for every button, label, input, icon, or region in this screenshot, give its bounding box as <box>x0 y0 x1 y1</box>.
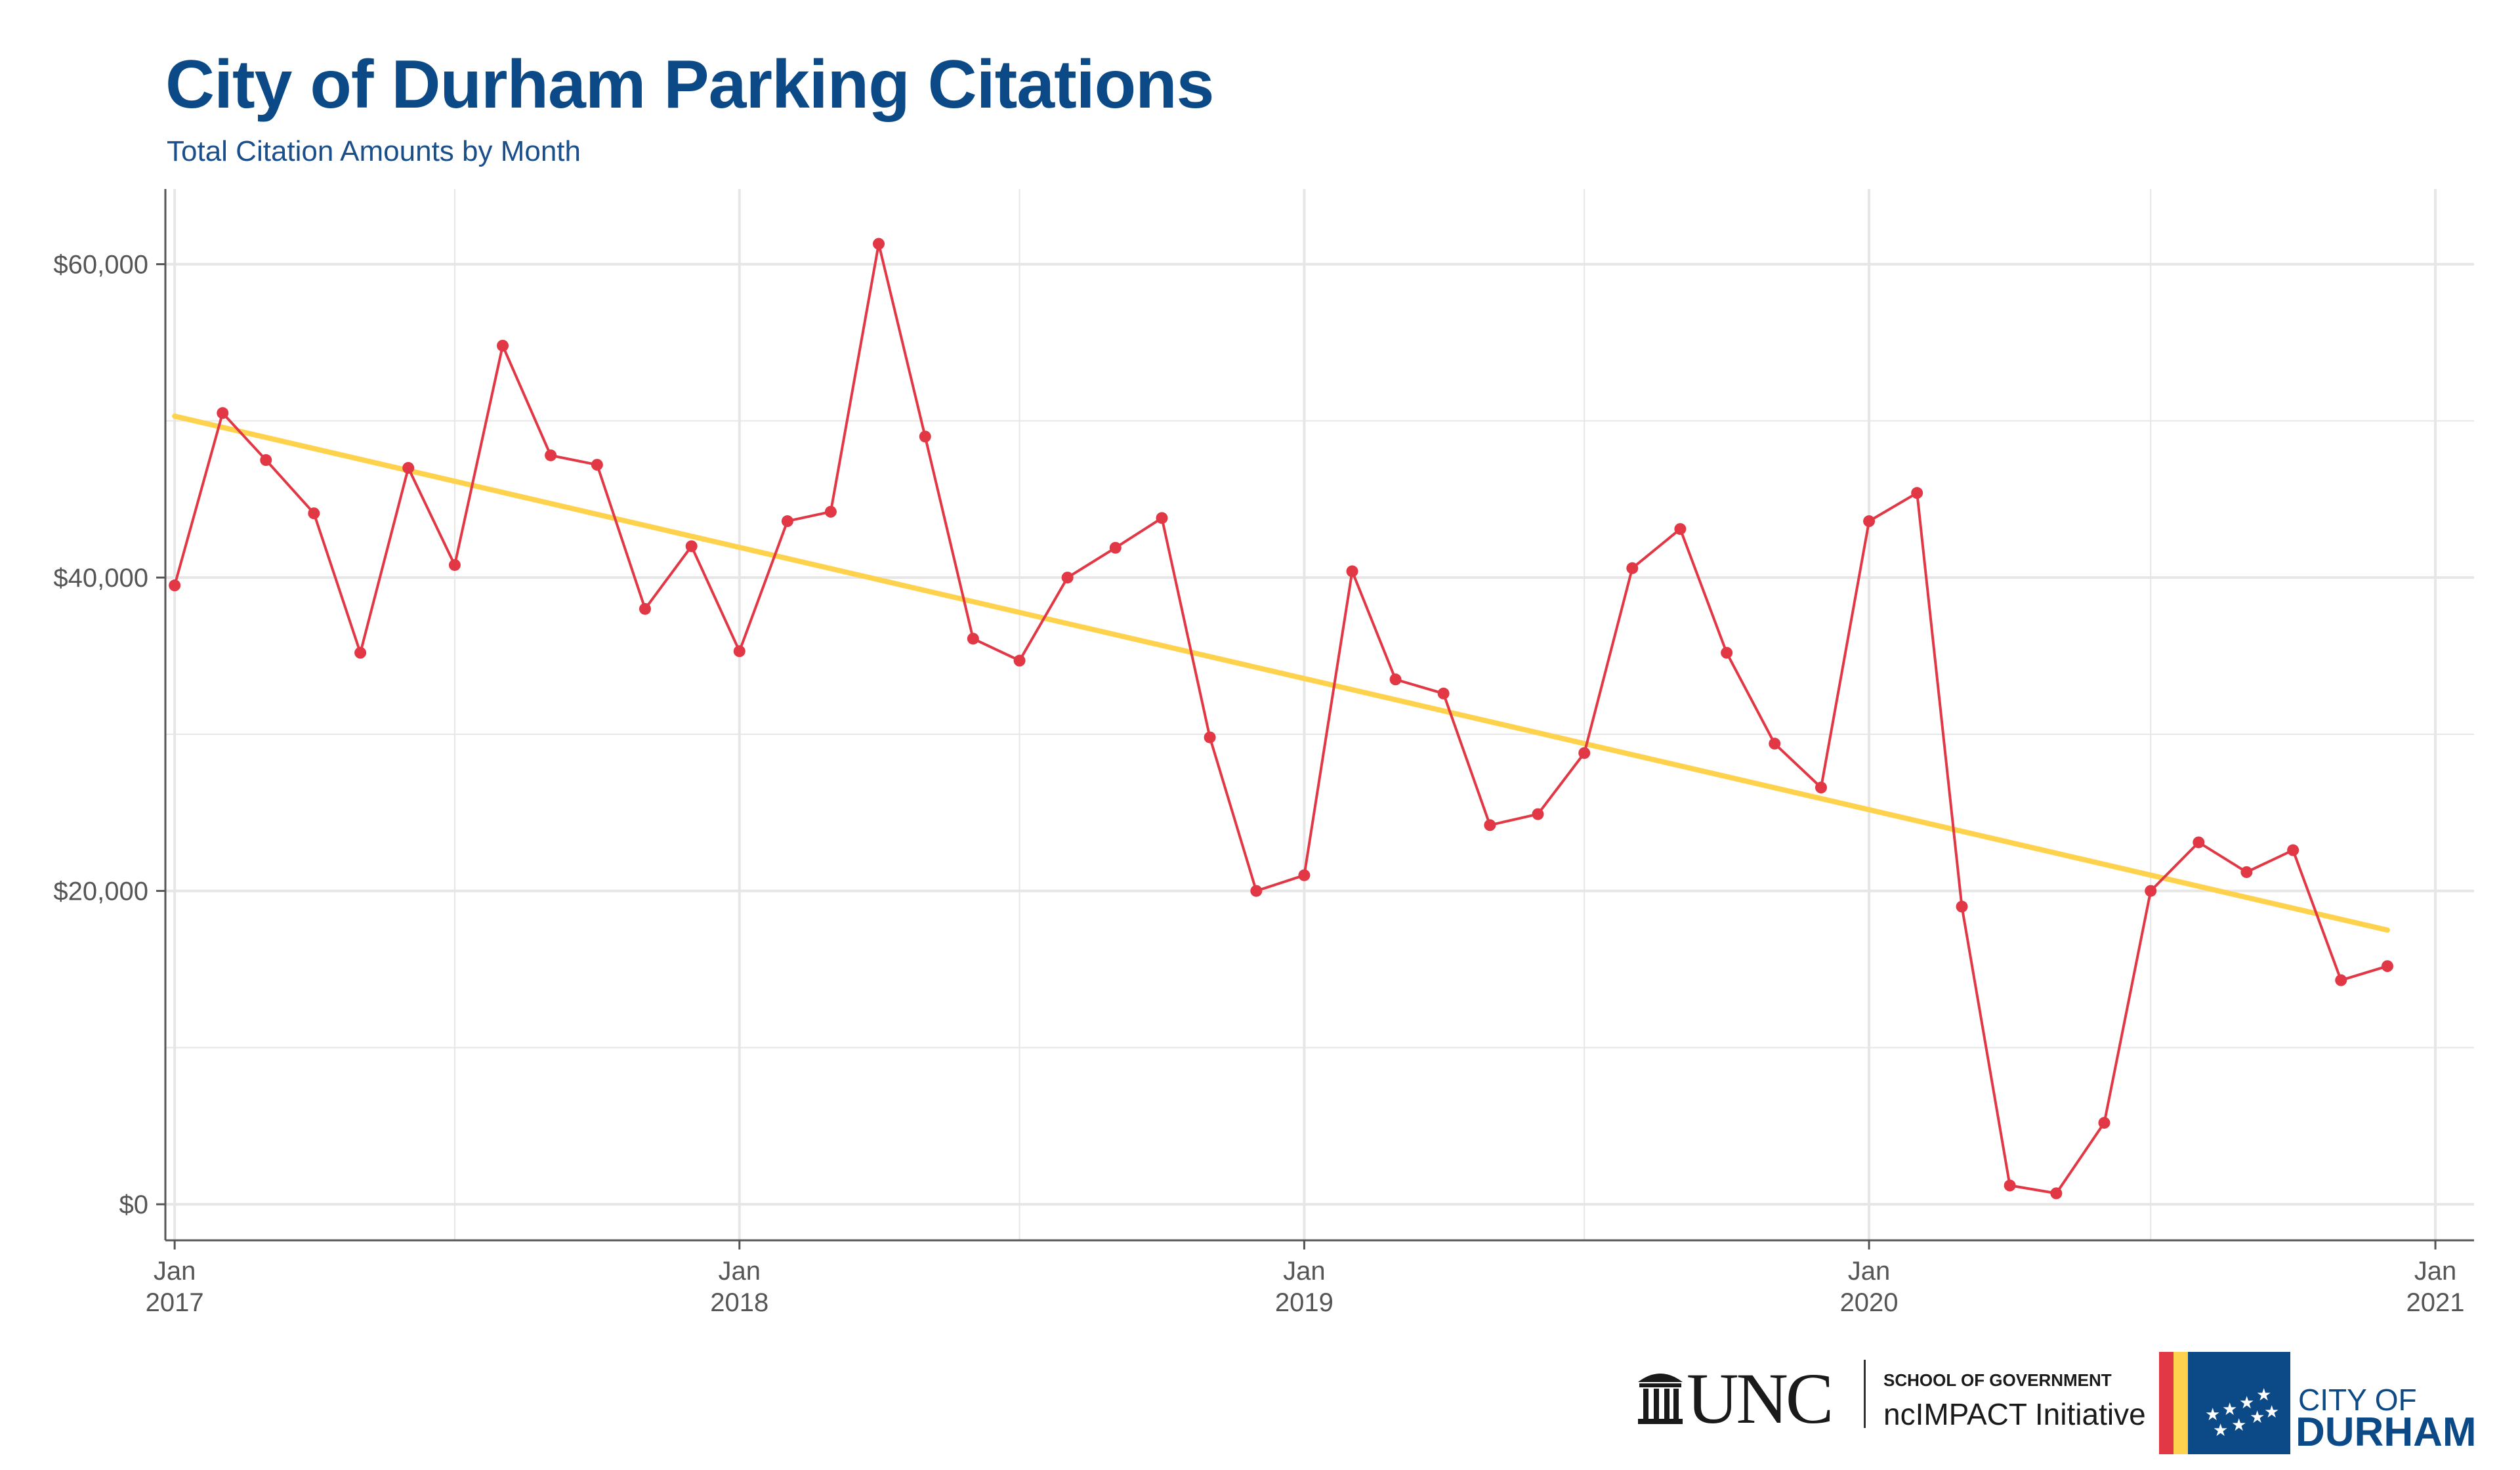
data-point <box>2240 866 2253 878</box>
data-point <box>2145 885 2157 897</box>
x-tick-label-year: 2017 <box>146 1288 204 1317</box>
data-point <box>1484 819 1496 831</box>
series-line <box>173 242 2388 1195</box>
data-point <box>217 407 229 419</box>
chart-subtitle: Total Citation Amounts by Month <box>167 135 581 167</box>
data-point <box>1437 687 1450 700</box>
data-point <box>2050 1187 2063 1200</box>
data-point <box>308 507 320 520</box>
ncimpact-label: ncIMPACT Initiative <box>1883 1397 2146 1431</box>
data-point <box>1204 731 1216 744</box>
data-point <box>2098 1116 2110 1129</box>
data-point <box>497 339 509 352</box>
data-point <box>1109 541 1122 554</box>
data-point <box>1863 515 1876 528</box>
line-chart: $0$20,000$40,000$60,000Jan2017Jan2018Jan… <box>53 189 2474 1317</box>
data-point <box>2287 844 2300 856</box>
y-tick-label: $0 <box>119 1190 149 1219</box>
y-tick-label: $20,000 <box>53 877 148 906</box>
data-point <box>1346 565 1358 578</box>
svg-text:★: ★ <box>2231 1416 2246 1435</box>
svg-text:★: ★ <box>2205 1405 2220 1425</box>
unc-logo-text: UNC <box>1687 1358 1834 1438</box>
data-point <box>545 449 557 461</box>
data-point <box>1013 654 1026 667</box>
durham-label: DURHAM <box>2296 1410 2477 1455</box>
x-tick-label-month: Jan <box>154 1257 196 1286</box>
data-point <box>733 645 746 658</box>
data-point <box>591 459 603 471</box>
data-point <box>639 602 651 615</box>
x-tick-label-year: 2020 <box>1840 1288 1899 1317</box>
data-point <box>1250 885 1263 897</box>
data-point <box>1156 512 1168 524</box>
data-point <box>354 646 367 659</box>
logo-strip: UNC SCHOOL OF GOVERNMENT ncIMPACT Initia… <box>1628 1352 2507 1457</box>
school-of-government-label: SCHOOL OF GOVERNMENT <box>1883 1370 2112 1390</box>
data-point <box>1626 562 1639 574</box>
x-tick-label-month: Jan <box>2414 1257 2457 1286</box>
city-of-label: CITY OF <box>2298 1383 2417 1417</box>
y-tick-label: $40,000 <box>53 564 148 593</box>
data-point <box>1061 572 1074 584</box>
old-well-icon <box>1638 1374 1683 1424</box>
x-tick-label-year: 2019 <box>1275 1288 1334 1317</box>
data-point <box>967 633 979 645</box>
svg-text:★: ★ <box>2222 1400 2237 1419</box>
svg-text:★: ★ <box>2213 1421 2228 1440</box>
data-point <box>448 558 461 571</box>
svg-text:★: ★ <box>2239 1393 2254 1413</box>
data-point <box>1815 782 1827 794</box>
svg-text:★: ★ <box>2264 1402 2279 1422</box>
data-point <box>685 540 698 553</box>
data-point <box>872 238 885 250</box>
x-tick-label-month: Jan <box>719 1257 761 1286</box>
svg-text:★: ★ <box>2256 1385 2271 1405</box>
data-point <box>1911 487 1923 499</box>
data-point <box>1389 673 1402 686</box>
x-tick-label-year: 2018 <box>710 1288 768 1317</box>
logo-divider <box>1864 1360 1866 1428</box>
data-point <box>1721 646 1733 659</box>
data-point <box>402 461 415 474</box>
chart-title: City of Durham Parking Citations <box>165 47 1215 123</box>
x-tick-label-month: Jan <box>1848 1257 1891 1286</box>
data-point <box>1298 869 1311 881</box>
y-tick-label: $60,000 <box>53 251 148 280</box>
data-point <box>2004 1179 2016 1192</box>
x-tick-label-month: Jan <box>1283 1257 1326 1286</box>
data-point <box>1674 523 1687 536</box>
data-point <box>2381 960 2393 973</box>
svg-text:★: ★ <box>2250 1408 2265 1427</box>
data-point <box>781 515 793 528</box>
trend-line <box>172 413 2390 933</box>
x-tick-label-year: 2021 <box>2406 1288 2465 1317</box>
data-point <box>824 505 837 518</box>
data-point <box>1956 900 1968 913</box>
data-point <box>1532 808 1544 820</box>
data-point <box>1769 738 1781 750</box>
data-point <box>1578 747 1591 759</box>
data-point <box>2193 836 2205 849</box>
city-of-durham-flag-icon: ★ ★ ★ ★★ ★ ★★ <box>2159 1352 2290 1454</box>
data-point <box>169 579 181 592</box>
data-point <box>919 430 931 443</box>
data-point <box>2335 974 2347 986</box>
data-point <box>260 454 272 467</box>
